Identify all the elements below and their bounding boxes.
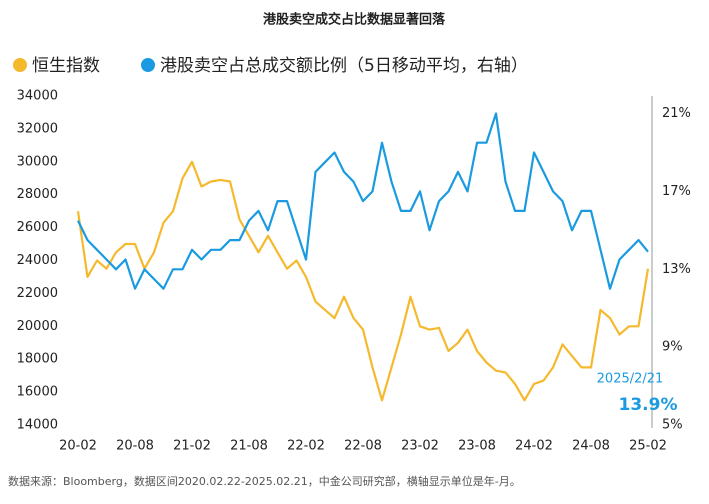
x-tick-label: 21-08 xyxy=(230,439,268,454)
y-tick-label: 32000 xyxy=(17,121,58,136)
y2-tick-label: 13% xyxy=(662,262,691,277)
x-tick-label: 22-02 xyxy=(287,439,325,454)
source-note: 数据来源：Bloomberg，数据区间2020.02.22-2025.02.21… xyxy=(8,474,521,488)
x-tick-label: 20-08 xyxy=(116,439,154,454)
legend-label: 恒生指数 xyxy=(32,56,100,76)
y2-tick-label: 5% xyxy=(662,418,683,433)
annotation: 13.9% xyxy=(619,395,678,415)
y-tick-label: 34000 xyxy=(17,89,58,104)
chart-title: 港股卖空成交占比数据显著回落 xyxy=(263,12,446,28)
x-tick-label: 23-08 xyxy=(458,439,496,454)
legend-swatch xyxy=(13,58,27,72)
legend-label: 港股卖空占总成交额比例（5日移动平均，右轴） xyxy=(160,56,528,76)
x-tick-label: 21-02 xyxy=(173,439,211,454)
x-tick-label: 24-02 xyxy=(515,439,553,454)
y-tick-label: 28000 xyxy=(17,187,58,202)
y2-tick-label: 9% xyxy=(662,340,683,355)
legend-swatch xyxy=(141,58,155,72)
x-tick-label: 23-02 xyxy=(401,439,439,454)
y-tick-label: 16000 xyxy=(17,385,58,400)
y-tick-label: 22000 xyxy=(17,286,58,301)
y-tick-label: 18000 xyxy=(17,352,58,367)
y-tick-label: 26000 xyxy=(17,220,58,235)
y2-tick-label: 21% xyxy=(662,106,691,121)
x-tick-label: 22-08 xyxy=(344,439,382,454)
annotation: 2025/2/21 xyxy=(597,372,664,387)
y2-tick-label: 17% xyxy=(662,184,691,199)
x-tick-label: 25-02 xyxy=(629,439,667,454)
series-line xyxy=(77,112,649,290)
series-line xyxy=(76,160,650,402)
y-tick-label: 30000 xyxy=(17,154,58,169)
y-tick-label: 20000 xyxy=(17,319,58,334)
y-tick-label: 24000 xyxy=(17,253,58,268)
x-tick-label: 24-08 xyxy=(572,439,610,454)
y-tick-label: 14000 xyxy=(17,418,58,433)
x-tick-label: 20-02 xyxy=(59,439,97,454)
